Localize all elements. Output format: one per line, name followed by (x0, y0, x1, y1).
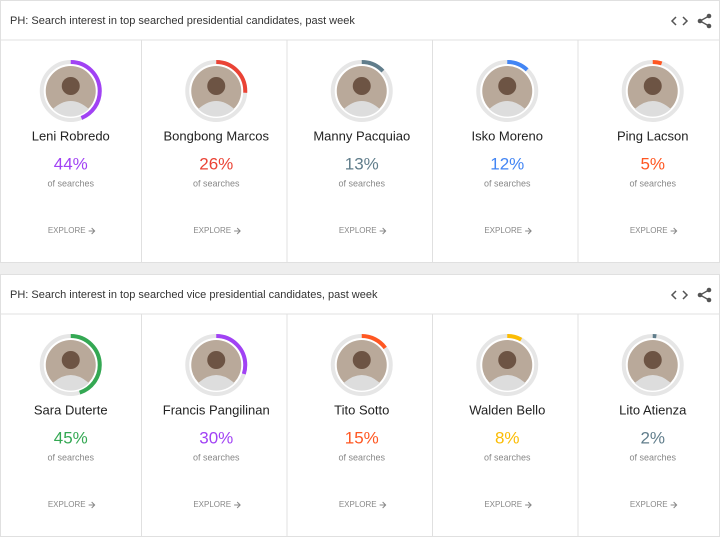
candidate-name[interactable]: Sara Duterte (34, 402, 108, 417)
explore-arrow[interactable] (234, 501, 241, 509)
avatar-body (634, 375, 671, 391)
embed-icon[interactable] (670, 16, 689, 26)
ring-value (621, 334, 684, 396)
share-icon-dot[interactable] (706, 287, 712, 293)
candidate-percent: 44% (54, 154, 88, 173)
unit-label: of searches (338, 452, 385, 462)
avatar-head (498, 77, 517, 95)
candidate-name[interactable]: Isko Moreno (471, 128, 543, 143)
ring-value (39, 334, 102, 396)
explore-arrow[interactable] (234, 227, 241, 235)
avatar-body (198, 375, 235, 391)
candidate-name[interactable]: Bongbong Marcos (163, 128, 269, 143)
avatar-body (52, 101, 89, 117)
avatar-head (61, 77, 80, 95)
avatar-head (352, 77, 371, 95)
avatar-body (52, 375, 89, 391)
explore-link[interactable]: EXPLORE (193, 226, 231, 235)
candidate-name[interactable]: Walden Bello (469, 402, 545, 417)
ring-value (476, 60, 539, 122)
ring-value (476, 334, 539, 396)
panel-title: PH: Search interest in top searched pres… (10, 15, 355, 27)
ring-value (621, 60, 684, 122)
avatar-body (634, 101, 671, 117)
panel-title: PH: Search interest in top searched vice… (10, 289, 378, 301)
unit-label: of searches (47, 452, 94, 462)
candidate-percent: 30% (199, 428, 233, 447)
avatar-body (489, 375, 526, 391)
share-icon-dot[interactable] (697, 18, 703, 24)
unit-label: of searches (629, 178, 676, 188)
panel: PH: Search interest in top searched pres… (0, 0, 720, 263)
unit-label: of searches (338, 178, 385, 188)
explore-link[interactable]: EXPLORE (630, 226, 668, 235)
candidate-percent: 45% (54, 428, 88, 447)
explore-arrow[interactable] (379, 227, 387, 235)
ring-value (39, 60, 102, 122)
ring-value (330, 60, 393, 122)
separator-band (0, 263, 720, 275)
candidate-percent: 8% (495, 428, 520, 447)
explore-arrow[interactable] (88, 227, 96, 235)
panel-bg (0, 274, 720, 537)
candidate-name[interactable]: Francis Pangilinan (163, 402, 270, 417)
share-icon-dot[interactable] (706, 13, 712, 19)
avatar-head (643, 77, 662, 95)
avatar-body (489, 101, 526, 117)
avatar-body (343, 375, 380, 391)
share-icon-dot[interactable] (706, 297, 712, 303)
avatar-body (343, 101, 380, 117)
ring-value (185, 334, 248, 396)
explore-link[interactable]: EXPLORE (339, 226, 377, 235)
candidate-name[interactable]: Lito Atienza (619, 402, 687, 417)
explore-link[interactable]: EXPLORE (630, 500, 668, 509)
candidate-percent: 15% (345, 428, 379, 447)
unit-label: of searches (193, 178, 240, 188)
unit-label: of searches (484, 178, 531, 188)
explore-arrow[interactable] (379, 501, 387, 509)
candidate-percent: 2% (640, 428, 665, 447)
explore-arrow[interactable] (525, 501, 532, 509)
avatar-head (498, 351, 517, 369)
explore-link[interactable]: EXPLORE (484, 500, 522, 509)
avatar-head (207, 77, 226, 95)
embed-icon[interactable] (670, 290, 689, 300)
share-icon-dot[interactable] (706, 23, 712, 29)
candidate-percent: 5% (640, 154, 665, 173)
ring-value (330, 334, 393, 396)
explore-link[interactable]: EXPLORE (484, 226, 522, 235)
candidate-percent: 12% (490, 154, 524, 173)
panel-bg (0, 0, 720, 263)
candidate-percent: 13% (345, 154, 379, 173)
avatar-head (643, 351, 662, 369)
candidate-percent: 26% (199, 154, 233, 173)
avatar-head (207, 351, 226, 369)
ring-value (185, 60, 248, 122)
explore-link[interactable]: EXPLORE (48, 226, 86, 235)
explore-link[interactable]: EXPLORE (193, 500, 231, 509)
explore-arrow[interactable] (88, 501, 96, 509)
explore-link[interactable]: EXPLORE (48, 500, 86, 509)
explore-arrow[interactable] (670, 227, 678, 235)
panel: PH: Search interest in top searched vice… (0, 274, 720, 537)
unit-label: of searches (47, 178, 94, 188)
explore-arrow[interactable] (525, 227, 532, 235)
avatar-head (61, 351, 80, 369)
explore-arrow[interactable] (670, 501, 678, 509)
unit-label: of searches (484, 452, 531, 462)
candidate-name[interactable]: Manny Pacquiao (313, 128, 410, 143)
candidate-name[interactable]: Ping Lacson (617, 128, 689, 143)
candidate-name[interactable]: Leni Robredo (32, 128, 110, 143)
share-icon-dot[interactable] (697, 292, 703, 298)
explore-link[interactable]: EXPLORE (339, 500, 377, 509)
candidate-name[interactable]: Tito Sotto (334, 402, 389, 417)
avatar-body (198, 101, 235, 117)
unit-label: of searches (629, 452, 676, 462)
unit-label: of searches (193, 452, 240, 462)
avatar-head (352, 351, 371, 369)
